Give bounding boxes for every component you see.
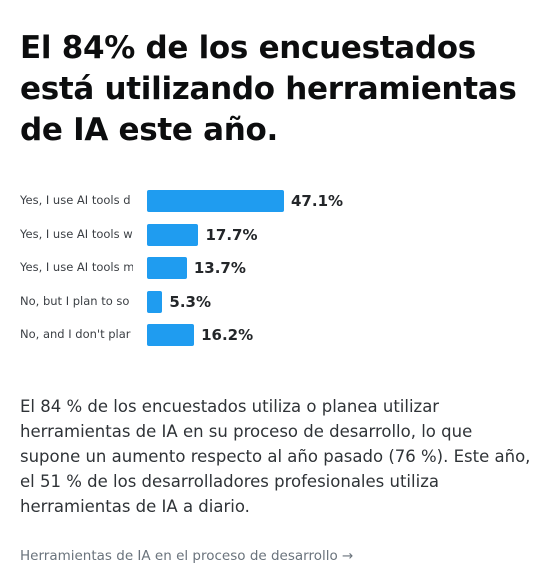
page-title: El 84% de los encuestados está utilizand…: [20, 30, 517, 148]
category-label: No, but I plan to so: [20, 293, 130, 308]
bar: [147, 223, 199, 246]
category-label: Yes, I use AI tools d: [20, 193, 131, 207]
category-label: No, and I don't plar: [20, 327, 131, 341]
value-label: 47.1%: [291, 192, 344, 210]
bar: [147, 257, 187, 279]
bar-row: Yes, I use AI tools m 13.7%: [0, 251, 552, 284]
bar: [147, 324, 195, 346]
value-label: 13.7%: [193, 259, 246, 277]
category-label: Yes, I use AI tools m: [20, 260, 133, 274]
value-label: 16.2%: [201, 326, 254, 344]
bar-row: No, and I don't plar 16.2%: [0, 318, 552, 351]
bar-row: Yes, I use AI tools d 47.1%: [0, 184, 552, 217]
value-label: 5.3%: [169, 292, 212, 311]
bar: [147, 290, 163, 313]
bar-row: No, but I plan to so 5.3%: [0, 285, 552, 318]
category-label: Yes, I use AI tools w: [20, 226, 133, 241]
bar-row: Yes, I use AI tools w 17.7%: [0, 218, 552, 251]
value-label: 17.7%: [205, 225, 258, 244]
chart-description: El 84 % de los encuestados utiliza o pla…: [20, 397, 531, 516]
bar: [147, 190, 284, 212]
bar-chart: Yes, I use AI tools d 47.1% Yes, I use AI …: [0, 184, 552, 354]
footer-link[interactable]: Herramientas de IA en el proceso de desa…: [20, 548, 354, 564]
